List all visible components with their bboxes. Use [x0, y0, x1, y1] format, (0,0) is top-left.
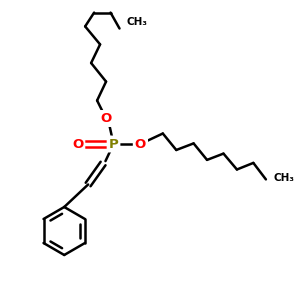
Text: CH₃: CH₃: [273, 173, 294, 183]
Text: CH₃: CH₃: [127, 17, 148, 27]
Text: O: O: [100, 112, 112, 125]
Text: O: O: [135, 137, 146, 151]
Text: O: O: [72, 137, 83, 151]
Text: P: P: [109, 137, 118, 151]
